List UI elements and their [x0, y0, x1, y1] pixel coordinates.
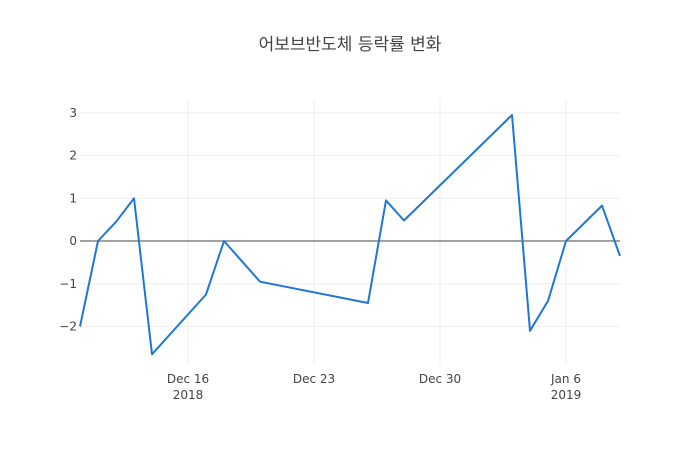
x-tick-label: Dec 16 [167, 372, 209, 386]
data-point [600, 204, 604, 208]
y-axis: 3 2 1 0 −1 −2 [59, 106, 77, 334]
data-point [96, 239, 100, 243]
data-point [402, 219, 406, 223]
y-tick-label: 2 [69, 149, 77, 163]
data-point [510, 113, 514, 117]
data-point [618, 254, 622, 258]
x-tick-year-label: 2018 [173, 388, 204, 402]
data-point [114, 220, 118, 224]
y-tick-label: 3 [69, 106, 77, 120]
x-axis: Dec 16 2018 Dec 23 Dec 30 Jan 6 2019 [167, 372, 581, 402]
data-point [204, 292, 208, 296]
y-tick-label: −1 [59, 277, 77, 291]
data-point [546, 299, 550, 303]
y-tick-label: −2 [59, 320, 77, 334]
y-tick-label: 0 [69, 234, 77, 248]
data-point [564, 239, 568, 243]
x-tick-label: Jan 6 [550, 372, 581, 386]
data-point [78, 325, 82, 329]
data-point [150, 352, 154, 356]
data-point [132, 196, 136, 200]
series-group [78, 113, 622, 356]
series-line [79, 114, 621, 356]
data-point [384, 198, 388, 202]
chart-title: 어보브반도체 등락률 변화 [259, 35, 442, 55]
data-point [528, 329, 532, 333]
data-point [258, 280, 262, 284]
x-tick-label: Dec 23 [293, 372, 335, 386]
grid-lines [80, 100, 620, 365]
data-point [222, 239, 226, 243]
y-tick-label: 1 [69, 191, 77, 205]
data-point [366, 301, 370, 305]
x-tick-label: Dec 30 [419, 372, 461, 386]
x-tick-year-label: 2019 [551, 388, 582, 402]
